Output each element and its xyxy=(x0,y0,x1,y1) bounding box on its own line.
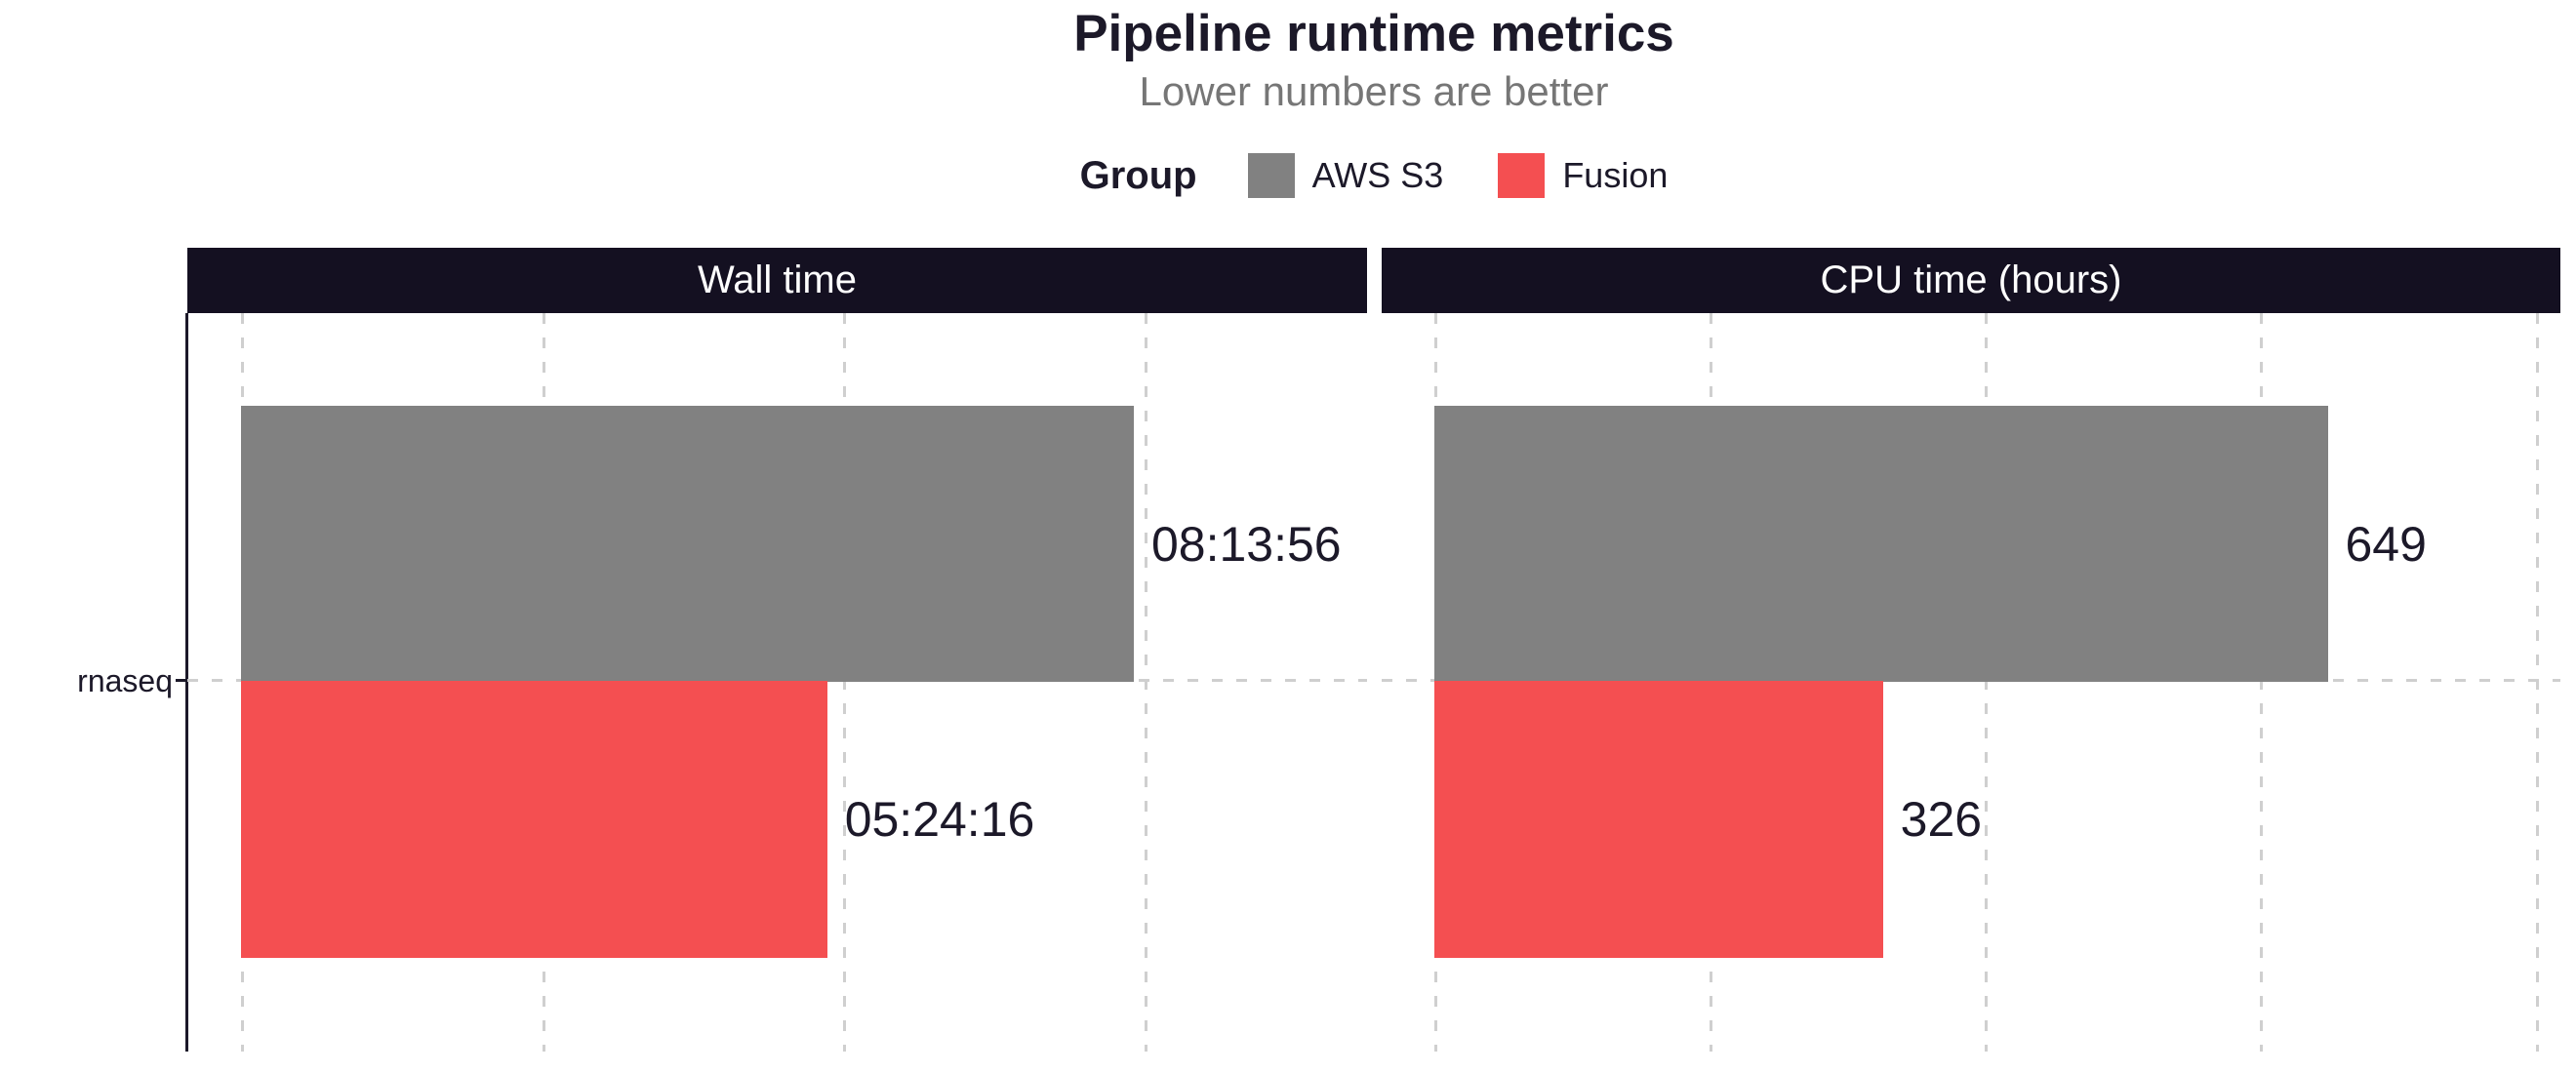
x-gridline xyxy=(1985,313,1989,1052)
legend-label-fusion: Fusion xyxy=(1562,155,1669,195)
facet-strip-wall-time-label: Wall time xyxy=(698,258,857,301)
bar-wall-time-fusion xyxy=(241,681,827,958)
bar-value-label-wall-time-aws-s3: 08:13:56 xyxy=(1150,516,1342,572)
legend-label-aws-s3: AWS S3 xyxy=(1311,155,1444,195)
x-gridline xyxy=(1145,313,1148,1052)
y-axis-category-label: rnaseq xyxy=(77,663,173,698)
facet-panel-wall-time: 08:13:56 05:24:16 xyxy=(187,313,1367,1052)
chart-subtitle: Lower numbers are better xyxy=(1139,68,1609,114)
bar-value-label-cpu-time-aws-s3: 649 xyxy=(2345,516,2427,572)
facet-strip-cpu-time-label: CPU time (hours) xyxy=(1820,258,2122,301)
legend-swatch-aws-s3 xyxy=(1247,153,1295,198)
x-gridline xyxy=(2535,313,2539,1052)
bar-wall-time-aws-s3 xyxy=(241,406,1134,682)
bar-cpu-time-fusion xyxy=(1433,681,1883,958)
legend-item-aws-s3: AWS S3 xyxy=(1247,153,1444,198)
y-axis-line xyxy=(185,313,188,1052)
facet-strip-wall-time: Wall time xyxy=(187,248,1367,313)
x-gridline xyxy=(2260,313,2264,1052)
y-axis-tick xyxy=(176,679,186,682)
legend-title: Group xyxy=(1079,153,1197,197)
x-gridline xyxy=(843,313,847,1052)
bar-value-label-wall-time-fusion: 05:24:16 xyxy=(844,792,1035,847)
legend: Group AWS S3 Fusion xyxy=(187,144,2560,207)
facet-strip-cpu-time: CPU time (hours) xyxy=(1382,248,2560,313)
bar-cpu-time-aws-s3 xyxy=(1433,406,2328,682)
bar-value-label-cpu-time-fusion: 326 xyxy=(1900,792,1983,847)
legend-item-fusion: Fusion xyxy=(1498,153,1668,198)
facet-panel-cpu-time: 649 326 xyxy=(1382,313,2560,1052)
chart-title: Pipeline runtime metrics xyxy=(1073,5,1674,62)
legend-swatch-fusion xyxy=(1498,153,1546,198)
